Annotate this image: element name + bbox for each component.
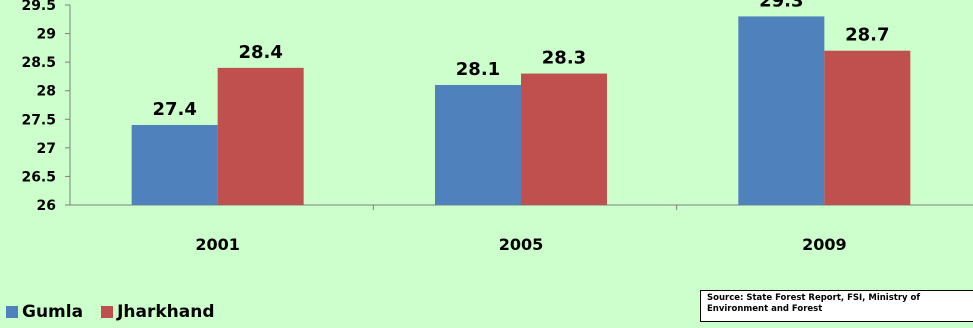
legend-swatch-jharkhand [101, 306, 114, 318]
data-label-gumla-2005: 28.1 [456, 59, 500, 80]
x-tick-label-2001: 2001 [195, 235, 240, 254]
y-tick-label-4: 28 [37, 84, 56, 100]
source-note: Source: State Forest Report, FSI, Minist… [700, 290, 973, 322]
data-label-gumla-2001: 27.4 [152, 99, 196, 120]
legend-item-jharkhand: Jharkhand [101, 302, 215, 322]
source-line-2: Environment and Forest [707, 304, 823, 314]
legend: Gumla Jharkhand [6, 302, 233, 322]
y-tick-label-6: 29 [37, 27, 56, 43]
data-label-jharkhand-2005: 28.3 [542, 48, 586, 69]
y-tick-label-0: 26 [37, 198, 56, 214]
legend-swatch-gumla [6, 306, 18, 318]
bar-jharkhand-2005 [521, 73, 607, 205]
source-line-1: Source: State Forest Report, FSI, Minist… [707, 293, 921, 303]
data-label-jharkhand-2001: 28.4 [238, 42, 282, 63]
legend-item-gumla: Gumla [6, 302, 83, 322]
data-label-gumla-2009: 29.3 [759, 0, 803, 11]
bar-gumla-2009 [738, 16, 825, 205]
data-label-jharkhand-2009: 28.7 [845, 25, 889, 46]
y-tick-label-7: 29.5 [21, 0, 56, 14]
bar-gumla-2001 [131, 125, 218, 205]
y-tick-label-5: 28.5 [21, 55, 56, 71]
y-tick-label-3: 27.5 [21, 112, 56, 128]
y-tick-label-2: 27 [37, 141, 56, 157]
x-tick-label-2009: 2009 [802, 235, 847, 254]
bar-jharkhand-2009 [824, 50, 911, 205]
x-tick-label-2005: 2005 [499, 235, 544, 254]
bar-gumla-2005 [435, 85, 521, 205]
legend-label-jharkhand: Jharkhand [117, 302, 215, 322]
bar-jharkhand-2001 [217, 67, 304, 205]
legend-label-gumla: Gumla [22, 302, 84, 322]
y-tick-label-1: 26.5 [21, 169, 56, 185]
